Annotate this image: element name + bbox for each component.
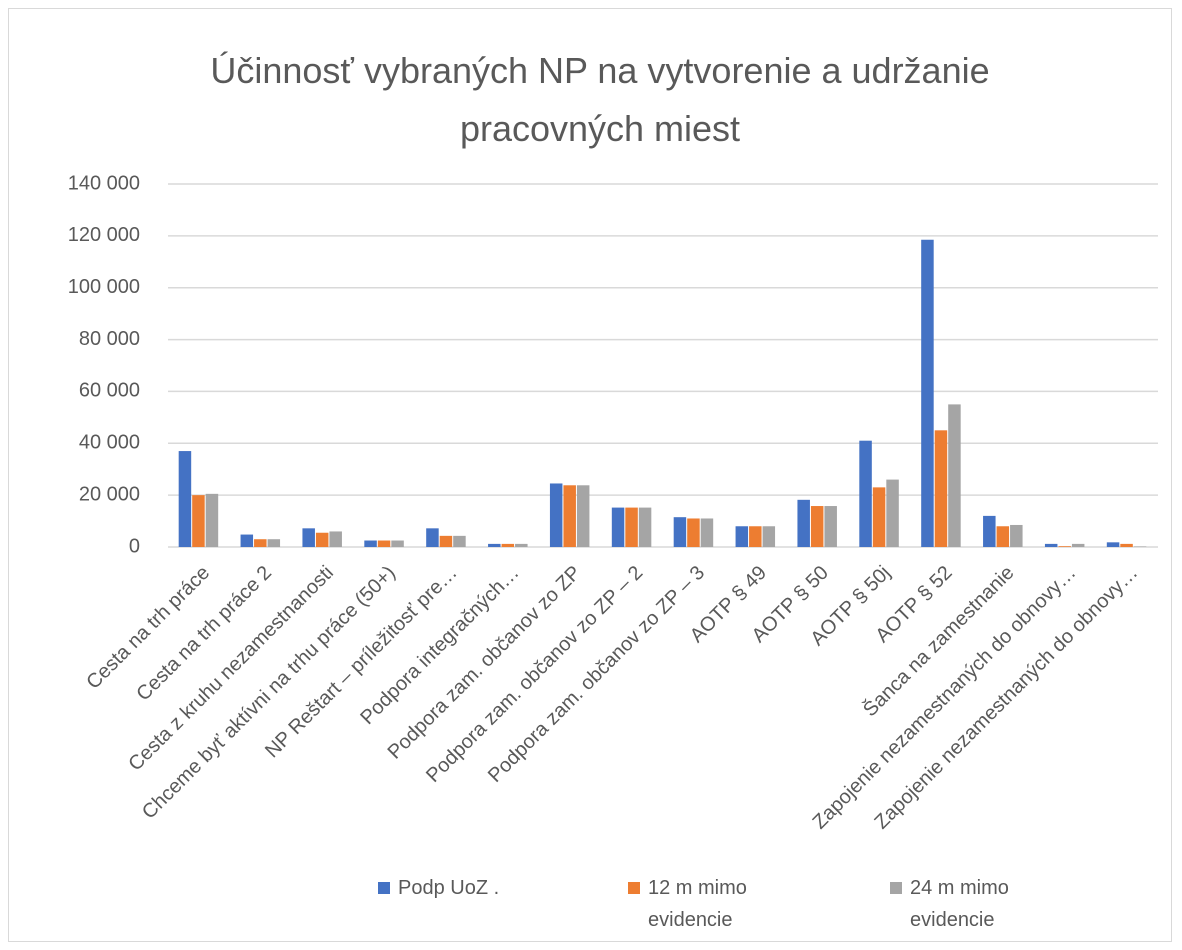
bar [192,495,205,547]
bar [749,526,762,547]
bar [824,506,837,547]
bar [1133,546,1147,547]
bar [391,540,404,547]
legend-swatch [628,882,640,894]
bar [735,526,749,547]
y-tick-label: 40 000 [79,432,140,454]
legend-label: 24 m mimo evidencie [910,877,1009,931]
bar [453,535,466,547]
bar [315,532,329,547]
bar [377,540,391,547]
y-tick-label: 20 000 [79,483,140,505]
bar [426,528,439,547]
legend-label: 12 m mimo evidencie [648,877,747,931]
bar [983,515,996,547]
y-tick-label: 120 000 [68,224,140,246]
bar [797,499,810,547]
bar [673,517,687,547]
legend-swatch [378,882,390,894]
bar [638,507,652,547]
bar [762,526,776,547]
y-tick-label: 100 000 [68,276,140,298]
bar [872,487,886,547]
chart-frame [8,8,1172,942]
bar [254,539,267,547]
bar [934,430,948,547]
bar [810,506,824,547]
bar [302,528,315,547]
legend-label: Podp UoZ . [398,877,500,899]
bar [1120,543,1133,547]
y-tick-label: 60 000 [79,380,140,402]
legend-swatch [890,882,902,894]
bar [576,485,590,547]
legend-item: Podp UoZ . [378,872,538,904]
bar [178,451,192,547]
bar [886,479,899,547]
bar [549,483,563,547]
bar [611,507,625,547]
y-tick-label: 0 [129,535,140,557]
bar [996,526,1010,547]
bar [700,518,714,547]
legend-item: 12 m mimo evidencie [628,872,788,936]
y-tick-label: 80 000 [79,328,140,350]
bar [687,518,700,547]
bar [948,404,961,547]
y-tick-label: 140 000 [68,172,140,194]
bar [625,507,638,547]
bar [515,543,528,547]
bar [364,540,377,547]
chart-title: Účinnosť vybraných NP na vytvorenie a ud… [210,50,990,149]
bar [205,493,219,547]
bar [439,535,453,547]
bar [859,440,872,547]
bar [329,531,342,547]
bar [921,239,934,547]
bar [501,543,515,547]
legend-item: 24 m mimo evidencie [890,872,1050,936]
bar [563,485,576,547]
bar [240,534,254,547]
bar [1010,524,1023,547]
bar [1044,543,1058,547]
bar [1071,543,1085,547]
bar [1058,546,1071,547]
bar [488,543,501,547]
bar [267,539,281,547]
bar [1106,542,1120,547]
